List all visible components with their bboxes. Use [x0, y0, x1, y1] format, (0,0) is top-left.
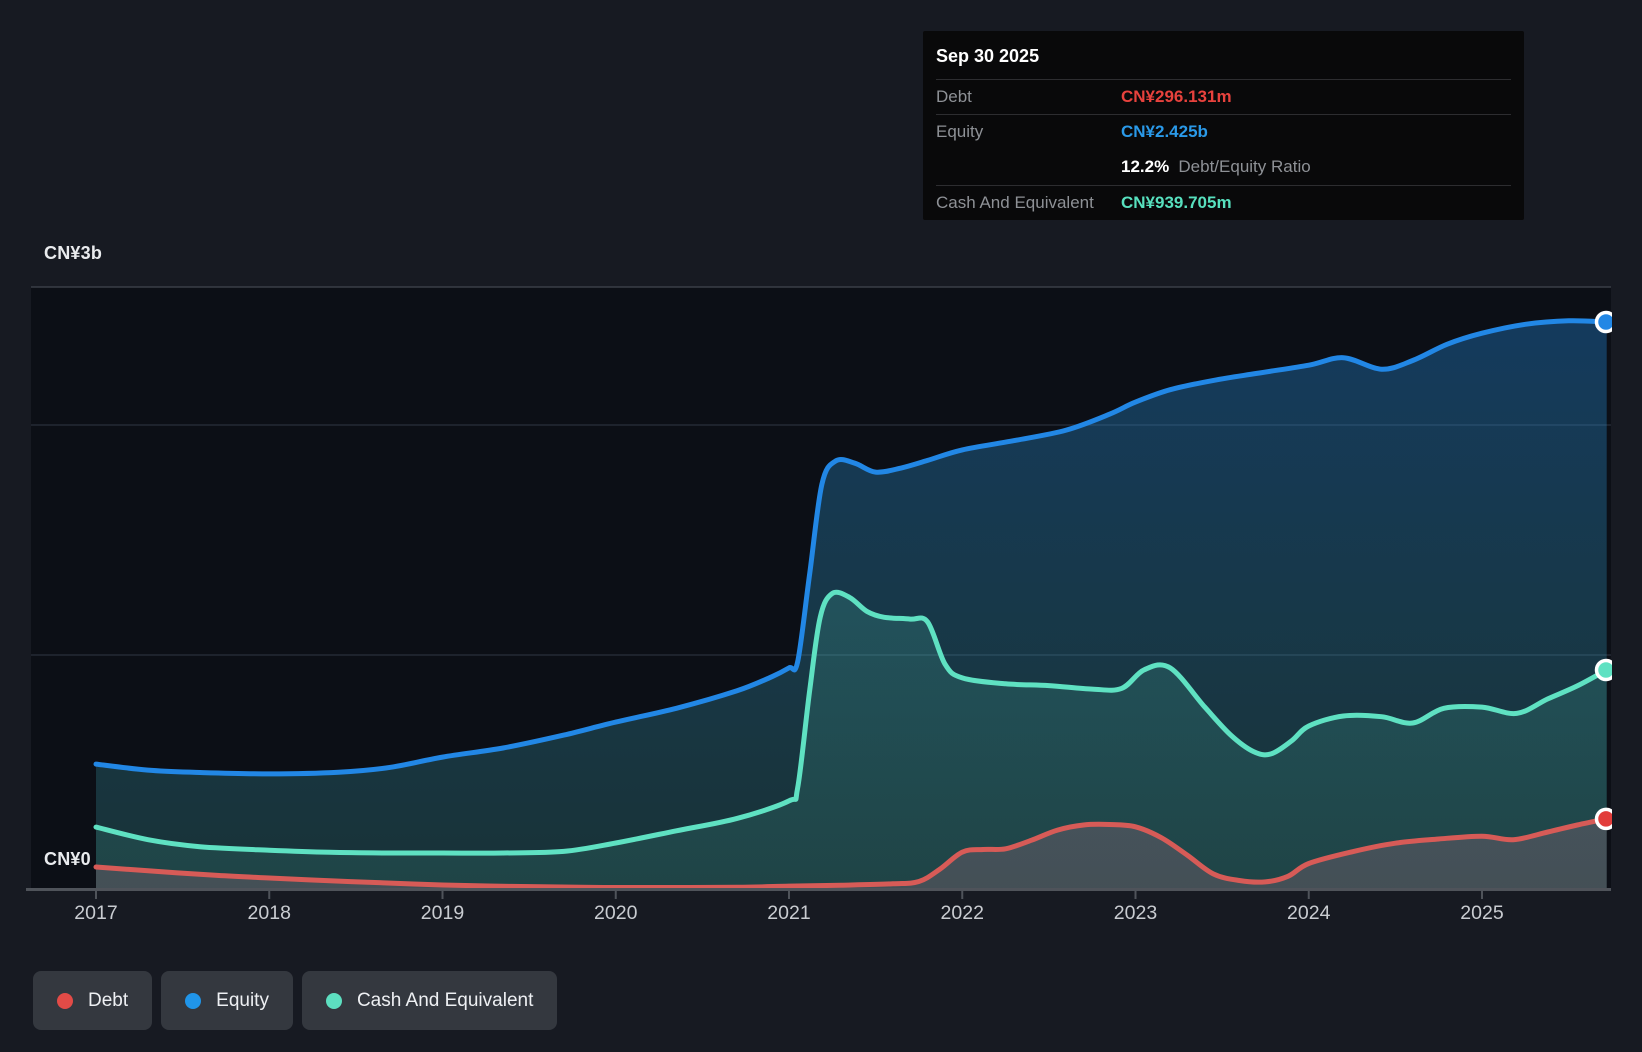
- x-axis-label: 2019: [421, 902, 464, 924]
- equity-end-marker[interactable]: [1597, 313, 1616, 332]
- cash-and-equivalent-end-marker[interactable]: [1597, 661, 1616, 680]
- y-axis-zero-label: CN¥0: [44, 849, 91, 870]
- x-axis-label: 2022: [941, 902, 984, 924]
- debt-end-marker[interactable]: [1597, 809, 1616, 828]
- legend-item-debt[interactable]: Debt: [33, 971, 152, 1030]
- x-axis-label: 2017: [74, 902, 117, 924]
- tooltip-equity-row: Equity CN¥2.425b: [936, 115, 1511, 149]
- legend-cash-label: Cash And Equivalent: [357, 990, 533, 1012]
- tooltip-cash-label: Cash And Equivalent: [936, 193, 1121, 213]
- tooltip-cash-row: Cash And Equivalent CN¥939.705m: [936, 186, 1511, 220]
- tooltip-ratio-value: 12.2%: [1121, 157, 1169, 176]
- y-axis-max-label: CN¥3b: [44, 243, 102, 264]
- legend-debt-label: Debt: [88, 990, 128, 1012]
- legend-item-equity[interactable]: Equity: [161, 971, 293, 1030]
- chart-tooltip: Sep 30 2025 Debt CN¥296.131m Equity CN¥2…: [923, 31, 1524, 220]
- balance-sheet-history-page: { "tooltip": { "date": "Sep 30 2025", "d…: [0, 0, 1642, 1052]
- debt-legend-dot-icon: [57, 993, 73, 1009]
- equity-legend-dot-icon: [185, 993, 201, 1009]
- tooltip-equity-value: CN¥2.425b: [1121, 122, 1511, 142]
- tooltip-ratio: 12.2% Debt/Equity Ratio: [1121, 157, 1511, 177]
- x-axis-label: 2021: [767, 902, 810, 924]
- tooltip-debt-row: Debt CN¥296.131m: [936, 80, 1511, 114]
- x-axis-label: 2025: [1460, 902, 1504, 924]
- tooltip-ratio-label: Debt/Equity Ratio: [1174, 157, 1311, 176]
- tooltip-debt-value: CN¥296.131m: [1121, 87, 1511, 107]
- tooltip-ratio-row: 12.2% Debt/Equity Ratio: [936, 149, 1511, 185]
- x-axis-label: 2024: [1287, 902, 1331, 924]
- legend-item-cash[interactable]: Cash And Equivalent: [302, 971, 557, 1030]
- tooltip-equity-label: Equity: [936, 122, 1121, 142]
- tooltip-date: Sep 30 2025: [936, 31, 1511, 79]
- x-axis-label: 2023: [1114, 902, 1157, 924]
- x-axis-label: 2018: [248, 902, 291, 924]
- x-axis-label: 2020: [594, 902, 638, 924]
- tooltip-cash-value: CN¥939.705m: [1121, 193, 1511, 213]
- chart-legend: Debt Equity Cash And Equivalent: [33, 971, 557, 1030]
- legend-equity-label: Equity: [216, 990, 269, 1012]
- cash-legend-dot-icon: [326, 993, 342, 1009]
- tooltip-debt-label: Debt: [936, 87, 1121, 107]
